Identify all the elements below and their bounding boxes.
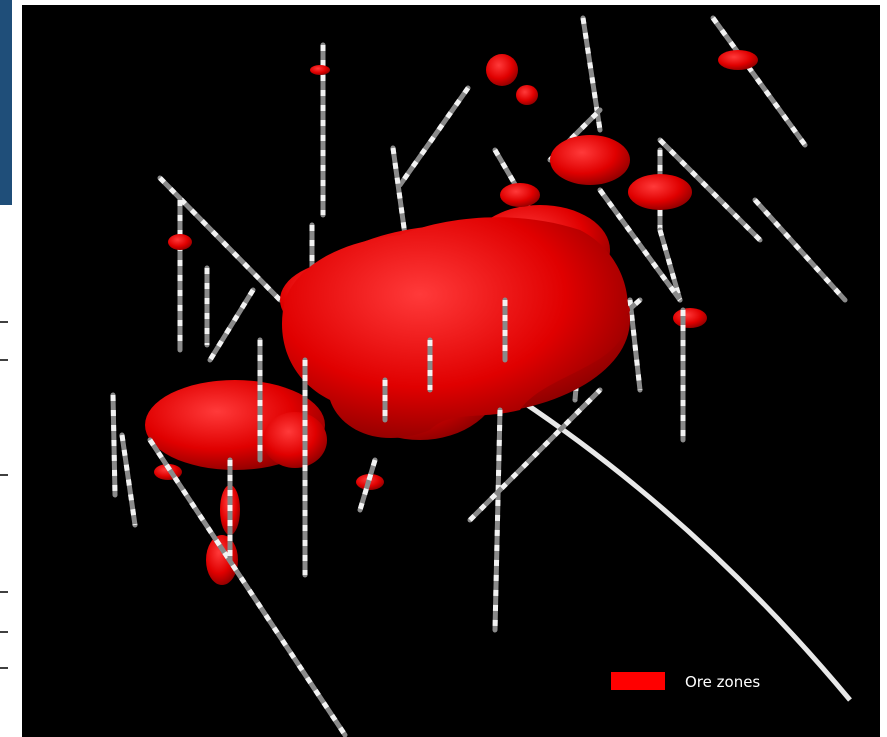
ore-zone [718,50,758,70]
drill-hole-sample [468,388,602,522]
ore-zone [282,217,628,439]
drill-holes [157,15,852,702]
drill-hole-sample [710,16,808,147]
ore-zone [500,183,540,207]
drill-hole [657,137,763,243]
drill-hole-sample [119,434,138,526]
ore-zone [206,535,238,585]
legend-swatch [611,672,665,690]
drill-hole [207,287,256,363]
drill-hole-sample [627,299,643,391]
drill-hole [518,397,852,702]
ore-zone [168,234,192,250]
ore-zone [310,65,330,75]
drill-hole-sample [548,108,602,162]
ore-zone [263,412,327,468]
drill-hole-sample [492,409,503,631]
ore-zone [550,135,630,185]
drill-hole-sample [657,229,683,301]
drill-hole-sample [492,148,533,212]
drill-holes-front [110,297,686,737]
legend-label: Ore zones [685,673,760,691]
drill-hole [597,187,683,303]
ore-zone [673,308,707,328]
drill-hole-sample [397,86,471,187]
drill-hole [357,457,378,513]
ore-zone [516,85,538,105]
ore-zones [145,50,758,585]
ore-zone [628,174,692,210]
ore-zone [486,54,518,86]
drill-hole-sample [110,394,118,496]
drill-hole [147,437,348,737]
side-bar [0,0,12,205]
side-ticks [0,321,8,669]
drill-hole [752,197,848,303]
drill-hole [390,145,408,238]
